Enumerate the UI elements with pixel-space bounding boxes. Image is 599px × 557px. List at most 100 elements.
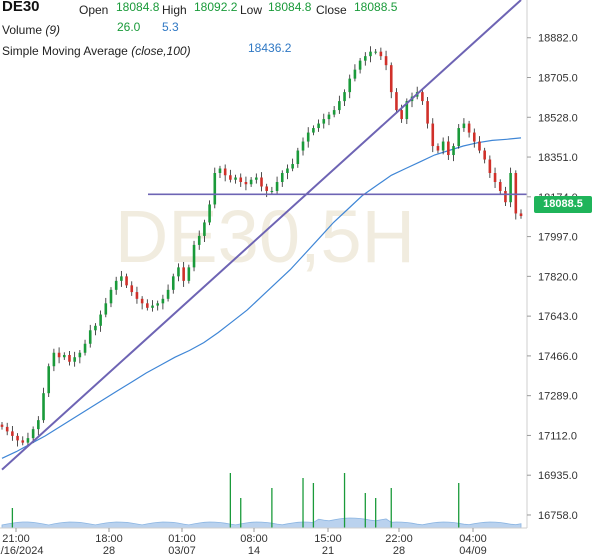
candle-body: [135, 292, 139, 299]
volume-layer: [1, 473, 522, 529]
candle-body: [431, 123, 435, 147]
candle-body: [249, 179, 253, 185]
sma-line: [1, 137, 522, 459]
candle-body: [94, 325, 97, 331]
candle-body: [384, 56, 388, 66]
candle-body: [332, 110, 336, 115]
candle-body: [62, 354, 66, 358]
candle-body: [405, 101, 409, 120]
candle-body: [68, 354, 71, 362]
volume-title: Volume: [2, 23, 43, 37]
candle-body: [400, 110, 403, 120]
candle-body: [389, 65, 393, 93]
candle-body: [99, 314, 102, 326]
drawing-lines[interactable]: [1, 0, 527, 471]
open-label: Open: [79, 3, 109, 17]
candle-body: [493, 173, 497, 182]
candle-body: [156, 303, 159, 306]
candle-body: [42, 393, 45, 421]
candle-body: [395, 92, 398, 111]
candle-body: [187, 267, 191, 281]
candle-body: [218, 168, 222, 174]
candle-body: [488, 159, 492, 174]
candle-body: [296, 150, 300, 165]
sma-layer: [1, 137, 522, 459]
candle-body: [16, 435, 19, 441]
candle-body: [229, 175, 232, 180]
y-tick-label: 16758.0: [538, 510, 578, 522]
x-tick-date: 02/16/2024: [0, 545, 44, 557]
candle-body: [73, 357, 76, 362]
candle-body: [234, 177, 237, 180]
watermark: DE30,5H: [115, 195, 415, 278]
candle-body: [130, 285, 134, 293]
candle-body: [462, 123, 466, 129]
candle-body: [52, 352, 56, 367]
candle-body: [374, 51, 377, 53]
volume-label: Volume (9): [2, 23, 60, 37]
candle-body: [457, 128, 461, 147]
x-tick-date: 21: [322, 545, 334, 557]
candle-body: [166, 289, 170, 299]
x-tick-date: 03/07: [168, 545, 196, 557]
candle-body: [322, 119, 326, 124]
candle-body: [171, 276, 175, 290]
candle-body: [275, 181, 279, 191]
candle-body: [11, 431, 14, 436]
close-value: 18088.5: [354, 0, 398, 14]
sma-label: Simple Moving Average (close,100): [2, 44, 191, 58]
volume-value-1: 26.0: [117, 20, 141, 34]
candle-body: [197, 235, 201, 245]
candle-body: [441, 141, 445, 151]
candle-body: [26, 438, 30, 443]
candle-body: [353, 69, 357, 79]
candle-body: [447, 141, 450, 156]
sma-value: 18436.2: [248, 41, 292, 55]
candle-body: [125, 276, 128, 286]
candle-body: [0, 424, 4, 427]
candle-body: [483, 150, 486, 160]
y-tick-label: 17997.0: [538, 232, 578, 244]
candle-body: [312, 128, 315, 133]
low-label: Low: [240, 3, 263, 17]
candle-body: [114, 280, 118, 290]
candle-body: [317, 123, 320, 129]
y-tick-label: 18705.0: [538, 73, 578, 85]
candle-body: [151, 305, 154, 308]
x-axis: 21:0002/16/202418:002801:0003/0708:00141…: [0, 527, 527, 557]
candle-body: [519, 213, 523, 217]
volume-area: [1, 517, 522, 529]
candle-body: [203, 222, 206, 236]
y-tick-label: 17289.0: [538, 391, 578, 403]
candle-body: [192, 244, 196, 268]
candle-body: [31, 429, 35, 439]
candle-body: [109, 289, 113, 304]
y-tick-label: 18351.0: [538, 152, 578, 164]
candle-body: [21, 440, 25, 443]
candle-body: [37, 420, 40, 430]
last-price-badge: 18088.5: [534, 196, 592, 213]
y-tick-label: 17112.0: [538, 430, 577, 442]
candle-body: [379, 51, 383, 57]
candle-body: [265, 186, 268, 191]
x-tick-time: 18:00: [95, 533, 123, 545]
x-tick-time: 21:00: [2, 533, 30, 545]
candle-body: [426, 101, 429, 124]
candle-body: [255, 177, 258, 180]
close-label: Close: [316, 3, 347, 17]
volume-period: (9): [45, 23, 61, 37]
x-tick-date: 14: [248, 545, 260, 557]
y-tick-label: 17820.0: [538, 271, 578, 283]
candle-body: [467, 123, 471, 133]
candle-body: [286, 168, 289, 174]
candle-body: [504, 190, 507, 203]
candle-body: [498, 181, 502, 191]
candle-body: [291, 164, 294, 169]
candle-body: [161, 298, 165, 304]
candle-body: [88, 330, 92, 344]
x-tick-time: 08:00: [240, 533, 268, 545]
candle-body: [5, 426, 9, 432]
candle-body: [343, 92, 346, 102]
candle-body: [177, 267, 180, 277]
